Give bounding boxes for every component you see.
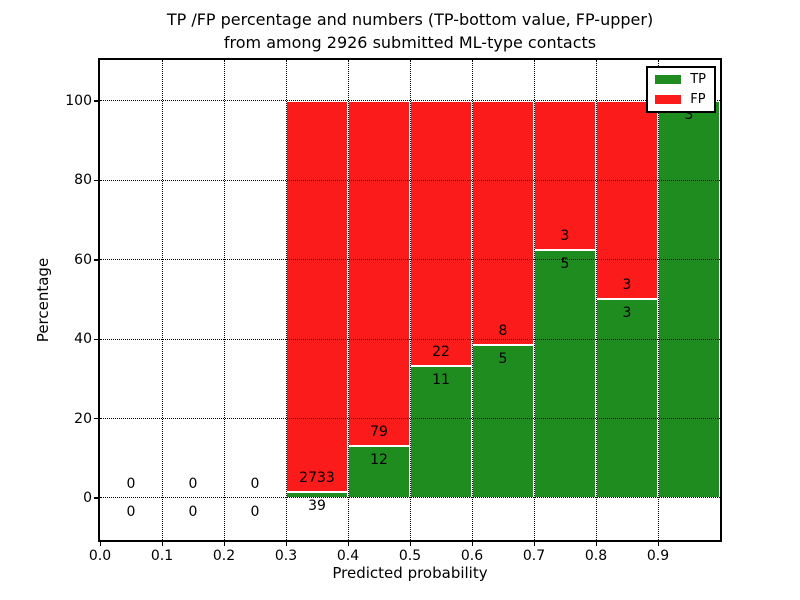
fp-count-label: 79 [370,423,388,440]
v-gridline [595,60,597,540]
plot-inner: TP FP 0000002733397912221185353303 [100,60,720,540]
x-tick-label: 0.6 [460,548,484,564]
x-tick-mark [347,542,349,546]
v-gridline [223,60,225,540]
tp-bar-segment [534,249,596,498]
x-tick-label: 0.3 [274,548,298,564]
tp-legend-label: TP [690,72,706,87]
fp-bar-segment [410,100,472,366]
y-tick-label: 20 [74,410,92,427]
x-tick-label: 0.9 [646,548,670,564]
x-tick-label: 0.2 [212,548,236,564]
x-tick-mark [99,542,101,546]
fp-legend-swatch [655,95,682,104]
fp-bar-segment [286,100,348,493]
fp-count-label: 2733 [299,470,335,487]
x-tick-label: 0.1 [150,548,174,564]
x-axis-label: Predicted probability [332,564,488,582]
tp-count-label: 5 [560,255,570,272]
v-gridline [347,60,349,540]
x-tick-mark [657,542,659,546]
x-tick-label: 0.8 [584,548,608,564]
fp-bar-segment [596,100,658,300]
y-tick-mark [94,338,98,340]
tp-bar-segment [410,365,472,498]
x-tick-mark [471,542,473,546]
tp-count-label: 3 [684,106,694,123]
fp-count-label: 3 [622,277,632,294]
x-tick-label: 0.0 [88,548,112,564]
y-tick-mark [94,418,98,420]
fp-count-label: 3 [560,227,570,244]
fp-bar-segment [472,100,534,346]
tp-bar-segment [658,100,720,498]
x-tick-mark [533,542,535,546]
fp-count-label: 8 [498,323,508,340]
v-gridline [161,60,163,540]
tp-count-label: 0 [250,503,260,520]
fp-legend-label: FP [690,92,706,107]
y-tick-mark [94,179,98,182]
y-tick-label: 40 [74,331,92,348]
v-gridline [285,60,287,540]
v-gridline [409,60,411,540]
y-tick-label: 0 [83,489,92,506]
tp-count-label: 39 [308,498,326,515]
y-tick-mark [94,497,98,499]
fp-count-label: 22 [432,343,450,360]
chart-title-line1: TP /FP percentage and numbers (TP-bottom… [166,10,654,29]
x-tick-mark [223,542,225,546]
x-tick-mark [595,542,597,546]
v-gridline [471,60,473,540]
chart-title-line2: from among 2926 submitted ML-type contac… [223,33,597,52]
v-gridline [657,60,659,540]
legend-row-fp: FP [655,92,706,107]
tp-count-label: 0 [188,503,198,520]
chart-title: TP /FP percentage and numbers (TP-bottom… [100,8,720,54]
tp-count-label: 12 [370,451,388,468]
tp-bar-segment [596,299,658,498]
y-tick-label: 80 [74,172,92,189]
tp-count-label: 3 [622,305,632,322]
x-tick-label: 0.7 [522,548,546,564]
x-tick-label: 0.5 [398,548,422,564]
fp-count-label: 0 [126,475,136,492]
plot-area: TP FP 0000002733397912221185353303 [98,58,722,542]
x-tick-mark [285,542,287,546]
y-tick-mark [94,100,98,102]
legend-row-tp: TP [655,72,706,87]
tp-legend-swatch [655,75,682,84]
tp-count-label: 0 [126,503,136,520]
fp-count-label: 0 [250,475,260,492]
y-tick-label: 60 [74,251,92,268]
x-tick-mark [161,542,163,546]
x-tick-label: 0.4 [336,548,360,564]
y-tick-mark [94,259,98,261]
v-gridline [533,60,535,540]
tp-count-label: 5 [498,351,508,368]
y-tick-label: 100 [65,92,92,109]
fp-count-label: 0 [188,475,198,492]
legend: TP FP [646,66,716,113]
tp-count-label: 11 [432,371,450,388]
x-tick-mark [409,542,411,546]
fp-bar-segment [348,100,410,446]
